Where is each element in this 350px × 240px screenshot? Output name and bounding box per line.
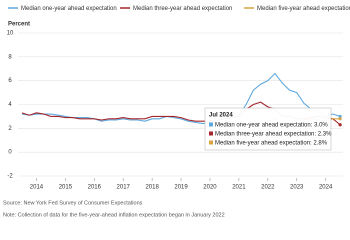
- x-tick-label: 2020: [203, 185, 217, 191]
- x-tick-label: 2022: [261, 185, 275, 191]
- y-axis-label: Percent: [8, 22, 30, 28]
- tooltip-row: Median one-year ahead expectation: 3.0%: [215, 123, 328, 129]
- y-tick-label: 8: [8, 54, 12, 60]
- tooltip-title: Jul 2024: [209, 113, 233, 119]
- tooltip: Jul 2024 Median one-year ahead expectatio…: [204, 107, 332, 151]
- hover-point: [338, 117, 342, 121]
- y-tick-label: 10: [7, 31, 14, 37]
- source: Source: New York Fed Survey of Consumer …: [3, 200, 143, 206]
- y-tick-label: 2: [8, 126, 12, 132]
- y-tick-label: 4: [8, 102, 12, 108]
- tooltip-box: [204, 107, 332, 151]
- x-tick-label: 2016: [88, 185, 102, 191]
- legend-label: Median one-year ahead expectation: [21, 6, 117, 12]
- page: {"chart_data": {"type": "line", "y_label…: [3, 6, 350, 219]
- x-tick-label: 2018: [145, 185, 159, 191]
- legend-label: Median five-year ahead expectation: [257, 6, 350, 12]
- tooltip-swatch: [209, 140, 213, 145]
- x-tick-label: 2019: [174, 185, 188, 191]
- hover-point: [338, 114, 342, 119]
- chart: Percent Source: New York Fed Survey of C…: [3, 6, 350, 218]
- legend-label: Median three-year ahead expectation: [133, 6, 232, 12]
- x-tick-label: 2024: [319, 185, 333, 191]
- x-tick-label: 2017: [117, 185, 131, 191]
- tooltip-swatch: [209, 131, 213, 136]
- x-tick-label: 2021: [232, 185, 246, 191]
- tooltip-row: Median five-year ahead expectation: 2.8%: [215, 141, 328, 147]
- tooltip-swatch: [209, 122, 213, 127]
- y-tick-label: -2: [7, 174, 13, 180]
- y-tick-label: 0: [8, 150, 12, 156]
- hover-point: [338, 123, 342, 127]
- tooltip-row: Median three-year ahead expectation: 2.3…: [215, 132, 332, 138]
- x-tick-label: 2015: [59, 185, 73, 191]
- note: Note: Collection of data for the five-ye…: [3, 212, 225, 218]
- x-tick-label: 2023: [290, 185, 304, 191]
- x-tick-label: 2014: [30, 185, 44, 191]
- y-tick-label: 6: [8, 78, 12, 84]
